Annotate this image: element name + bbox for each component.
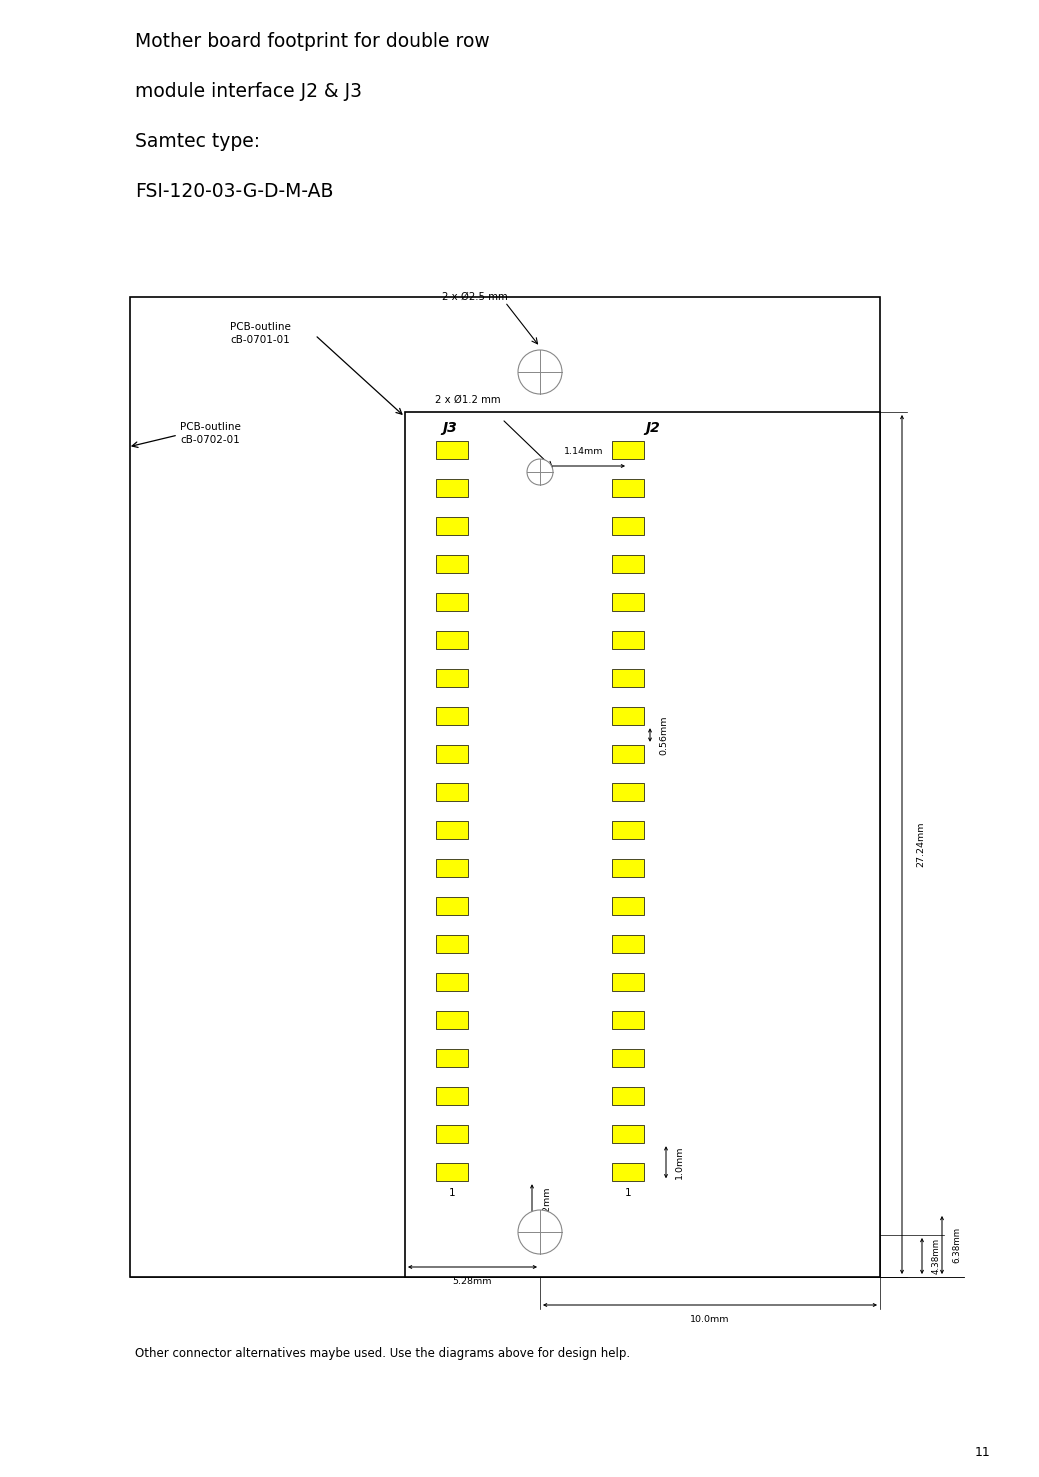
Bar: [436, 631, 468, 650]
Bar: [612, 517, 644, 535]
Text: PCB-outline
cB-0701-01: PCB-outline cB-0701-01: [230, 322, 291, 346]
Bar: [436, 479, 468, 498]
Bar: [612, 1125, 644, 1143]
Bar: [612, 744, 644, 764]
Bar: [612, 631, 644, 650]
Bar: [436, 1049, 468, 1068]
Bar: [612, 707, 644, 725]
Circle shape: [518, 350, 562, 394]
Bar: [612, 440, 644, 459]
Bar: [405, 412, 880, 1278]
Text: 27.24mm: 27.24mm: [916, 821, 925, 867]
Bar: [436, 973, 468, 991]
Text: 1: 1: [624, 1189, 632, 1198]
Text: 2 x Ø2.5 mm: 2 x Ø2.5 mm: [442, 292, 508, 301]
Text: 10.0mm: 10.0mm: [690, 1315, 729, 1323]
Bar: [612, 897, 644, 916]
Bar: [612, 1087, 644, 1105]
Bar: [612, 935, 644, 953]
Bar: [436, 783, 468, 801]
Bar: [130, 297, 880, 1278]
Text: 1: 1: [449, 1189, 455, 1198]
Bar: [436, 517, 468, 535]
Bar: [612, 555, 644, 573]
Text: 2 x Ø1.2 mm: 2 x Ø1.2 mm: [435, 394, 501, 405]
Bar: [612, 479, 644, 498]
Text: 1.0mm: 1.0mm: [675, 1146, 684, 1179]
Bar: [612, 592, 644, 611]
Text: module interface J2 & J3: module interface J2 & J3: [135, 83, 362, 100]
Bar: [436, 707, 468, 725]
Text: Mother board footprint for double row: Mother board footprint for double row: [135, 32, 489, 52]
Text: FSI-120-03-G-D-M-AB: FSI-120-03-G-D-M-AB: [135, 182, 334, 201]
Bar: [612, 1049, 644, 1068]
Text: J2: J2: [645, 421, 660, 434]
Text: Samtec type:: Samtec type:: [135, 131, 260, 151]
Bar: [612, 783, 644, 801]
Bar: [436, 440, 468, 459]
Text: 11: 11: [975, 1446, 990, 1459]
Text: 6.38mm: 6.38mm: [952, 1227, 961, 1263]
Bar: [612, 669, 644, 687]
Text: PCB-outline
cB-0702-01: PCB-outline cB-0702-01: [180, 422, 241, 445]
Bar: [436, 897, 468, 916]
Text: 5.28mm: 5.28mm: [453, 1278, 492, 1286]
Bar: [436, 1087, 468, 1105]
Bar: [436, 592, 468, 611]
Bar: [612, 821, 644, 839]
Text: Other connector alternatives maybe used. Use the diagrams above for design help.: Other connector alternatives maybe used.…: [135, 1347, 630, 1360]
Text: 0.56mm: 0.56mm: [659, 715, 668, 755]
Text: 4.12mm: 4.12mm: [542, 1188, 551, 1226]
Bar: [436, 669, 468, 687]
Bar: [612, 1010, 644, 1029]
Bar: [436, 858, 468, 877]
Bar: [436, 935, 468, 953]
Bar: [612, 1162, 644, 1182]
Bar: [436, 821, 468, 839]
Text: J3: J3: [443, 421, 457, 434]
Bar: [436, 744, 468, 764]
Bar: [612, 973, 644, 991]
Text: 1.14mm: 1.14mm: [564, 448, 604, 456]
Bar: [436, 1010, 468, 1029]
Bar: [436, 555, 468, 573]
Circle shape: [518, 1210, 562, 1254]
Bar: [436, 1125, 468, 1143]
Bar: [612, 858, 644, 877]
Circle shape: [527, 459, 553, 484]
Text: 4.38mm: 4.38mm: [932, 1238, 941, 1275]
Bar: [436, 1162, 468, 1182]
